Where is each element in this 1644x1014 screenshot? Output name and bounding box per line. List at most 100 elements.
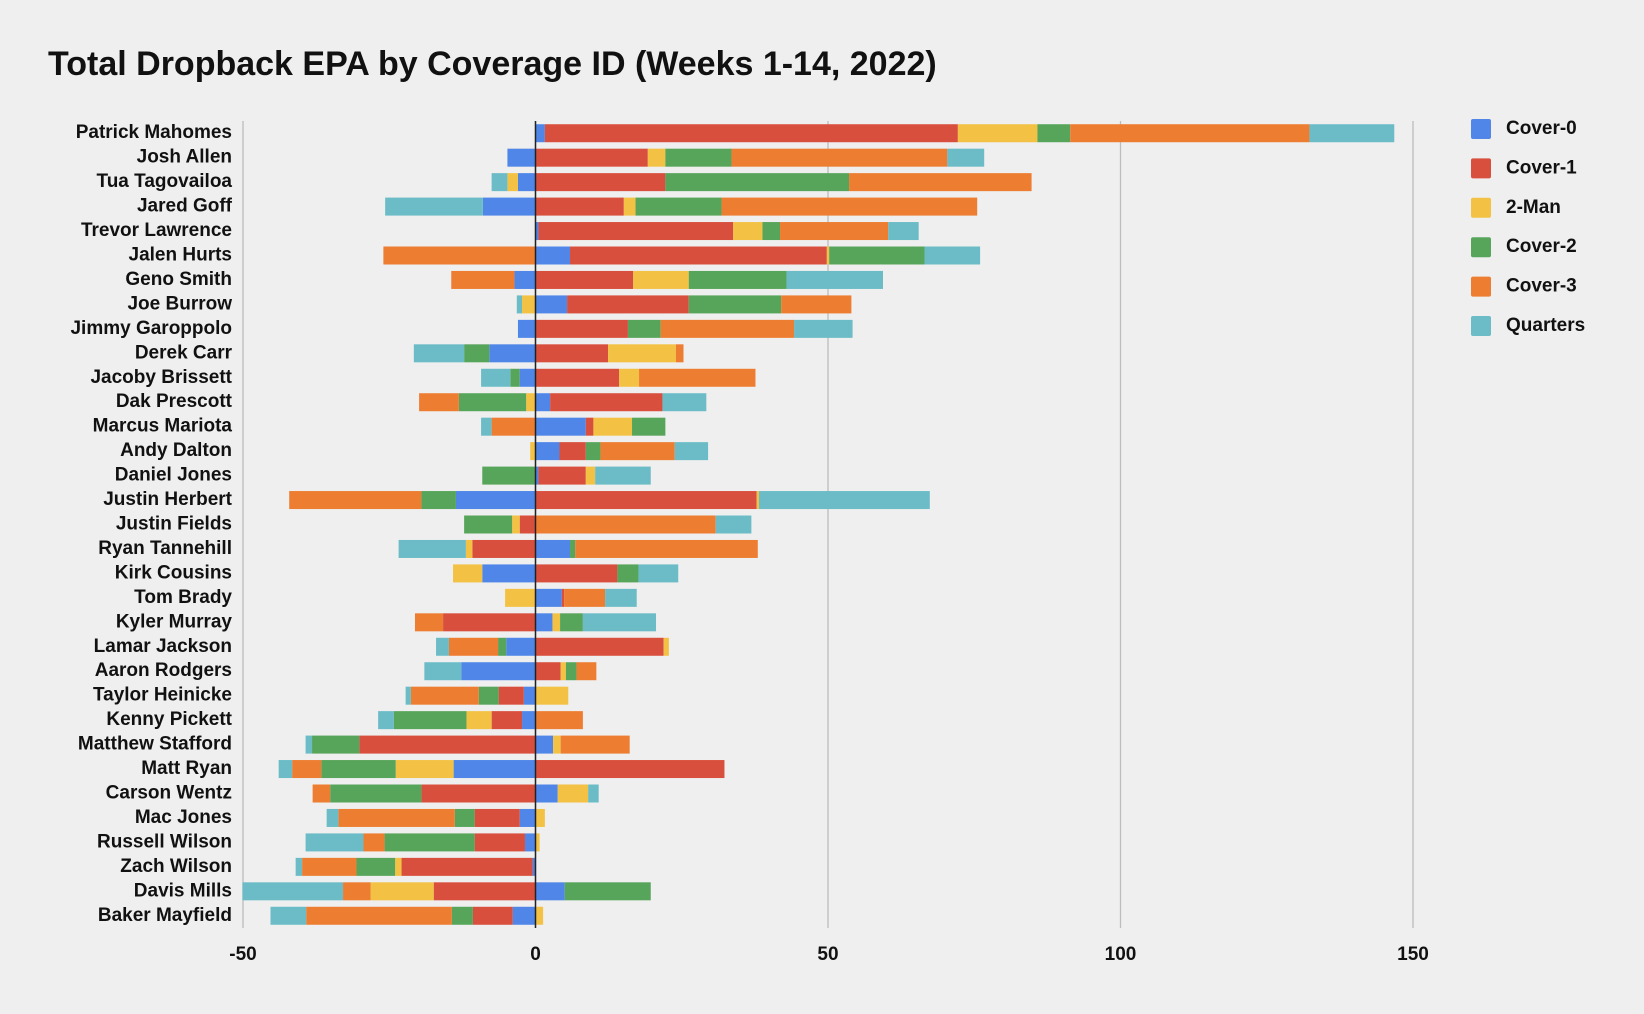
bar-segment xyxy=(343,882,371,901)
bar-segment xyxy=(464,515,513,534)
bar-segment xyxy=(538,222,734,241)
bar-segment xyxy=(535,637,664,656)
bar-segment xyxy=(544,124,958,143)
bar-segment xyxy=(593,417,633,436)
bar-segment xyxy=(585,417,594,436)
bar-segment xyxy=(781,295,852,314)
bar-segment xyxy=(535,833,540,852)
bar-segment xyxy=(535,882,565,901)
bar-segment xyxy=(632,417,666,436)
bar-segment xyxy=(731,148,948,167)
bar-segment xyxy=(517,319,536,338)
bar-segment xyxy=(560,613,583,632)
bar-segment xyxy=(758,491,930,510)
bar-segment xyxy=(472,539,536,558)
bar-segment xyxy=(289,491,422,510)
bar-segment xyxy=(535,760,725,779)
bar-segment xyxy=(647,148,666,167)
bar-segment xyxy=(421,491,456,510)
bar-segment xyxy=(401,857,533,876)
y-tick-label: Tom Brady xyxy=(134,587,232,608)
bar-segment xyxy=(413,344,465,363)
bar-segment xyxy=(780,222,889,241)
y-tick-label: Zach Wilson xyxy=(120,856,232,877)
bar-segment xyxy=(565,662,577,681)
y-tick-label: Justin Fields xyxy=(116,514,232,535)
bar-segment xyxy=(312,735,360,754)
bar-segment xyxy=(305,833,364,852)
bar-segment xyxy=(454,808,475,827)
bar-segment xyxy=(570,246,827,265)
y-tick-label: Russell Wilson xyxy=(97,831,232,852)
bar-segment xyxy=(498,637,507,656)
bar-segment xyxy=(564,588,606,607)
bar-segment xyxy=(535,393,551,412)
bar-segment xyxy=(826,246,830,265)
bar-segment xyxy=(600,442,675,461)
x-tick-label: 100 xyxy=(1105,944,1137,965)
bar-segment xyxy=(947,148,985,167)
y-tick-label: Jimmy Garoppolo xyxy=(70,318,232,339)
bar-segment xyxy=(414,613,444,632)
bar-segment xyxy=(957,124,1038,143)
bar-segment xyxy=(582,613,657,632)
chart-title: Total Dropback EPA by Coverage ID (Weeks… xyxy=(48,45,937,83)
y-tick-label: Ryan Tannehill xyxy=(98,538,232,559)
bar-segment xyxy=(660,319,795,338)
bar-segment xyxy=(535,246,571,265)
y-tick-label: Dak Prescott xyxy=(116,391,233,412)
bar-segment xyxy=(507,173,518,192)
bar-segment xyxy=(535,442,560,461)
bar-segment xyxy=(464,344,490,363)
bar-segment xyxy=(448,637,499,656)
bar-segment xyxy=(535,686,569,705)
bar-segment xyxy=(405,686,411,705)
bar-segment xyxy=(567,295,689,314)
x-tick-label: -50 xyxy=(229,944,256,965)
bar-segment xyxy=(638,564,679,583)
bar-segment xyxy=(675,344,684,363)
bar-segment xyxy=(535,344,609,363)
bar-segment xyxy=(526,393,536,412)
bar-segment xyxy=(535,295,568,314)
bar-segment xyxy=(535,417,586,436)
bar-segment xyxy=(455,491,536,510)
bar-segment xyxy=(627,319,661,338)
y-tick-label: Tua Tagovailoa xyxy=(97,171,233,192)
bar-segment xyxy=(662,393,707,412)
bar-segment xyxy=(505,588,536,607)
bar-segment xyxy=(617,564,639,583)
y-tick-label: Josh Allen xyxy=(137,147,232,168)
bar-segment xyxy=(585,466,596,485)
legend-label: Cover-0 xyxy=(1506,118,1577,139)
bar-segment xyxy=(535,124,545,143)
bar-segment xyxy=(278,760,293,779)
y-tick-label: Taylor Heinicke xyxy=(93,685,232,706)
bar-segment xyxy=(519,368,536,387)
bar-segment xyxy=(465,539,473,558)
bar-segment xyxy=(535,319,628,338)
bar-segment xyxy=(507,148,536,167)
bar-segment xyxy=(619,368,640,387)
x-tick-label: 150 xyxy=(1397,944,1429,965)
bar-segment xyxy=(419,393,459,412)
bar-segment xyxy=(312,784,331,803)
bar-segment xyxy=(639,368,756,387)
bar-segment xyxy=(635,197,722,216)
bar-segment xyxy=(794,319,853,338)
bar-segment xyxy=(482,197,536,216)
bar-segment xyxy=(451,270,515,289)
y-tick-label: Jared Goff xyxy=(137,196,233,217)
y-tick-label: Aaron Rodgers xyxy=(95,660,232,681)
y-tick-label: Mac Jones xyxy=(135,807,232,828)
legend-label: Cover-1 xyxy=(1506,157,1577,178)
bar-segment xyxy=(302,857,357,876)
bar-segment xyxy=(395,760,454,779)
bar-segment xyxy=(330,784,422,803)
bar-segment xyxy=(1309,124,1395,143)
bar-segment xyxy=(665,148,732,167)
bar-segment xyxy=(688,270,787,289)
bar-segment xyxy=(560,735,630,754)
bar-segment xyxy=(530,442,536,461)
bar-segment xyxy=(370,882,434,901)
